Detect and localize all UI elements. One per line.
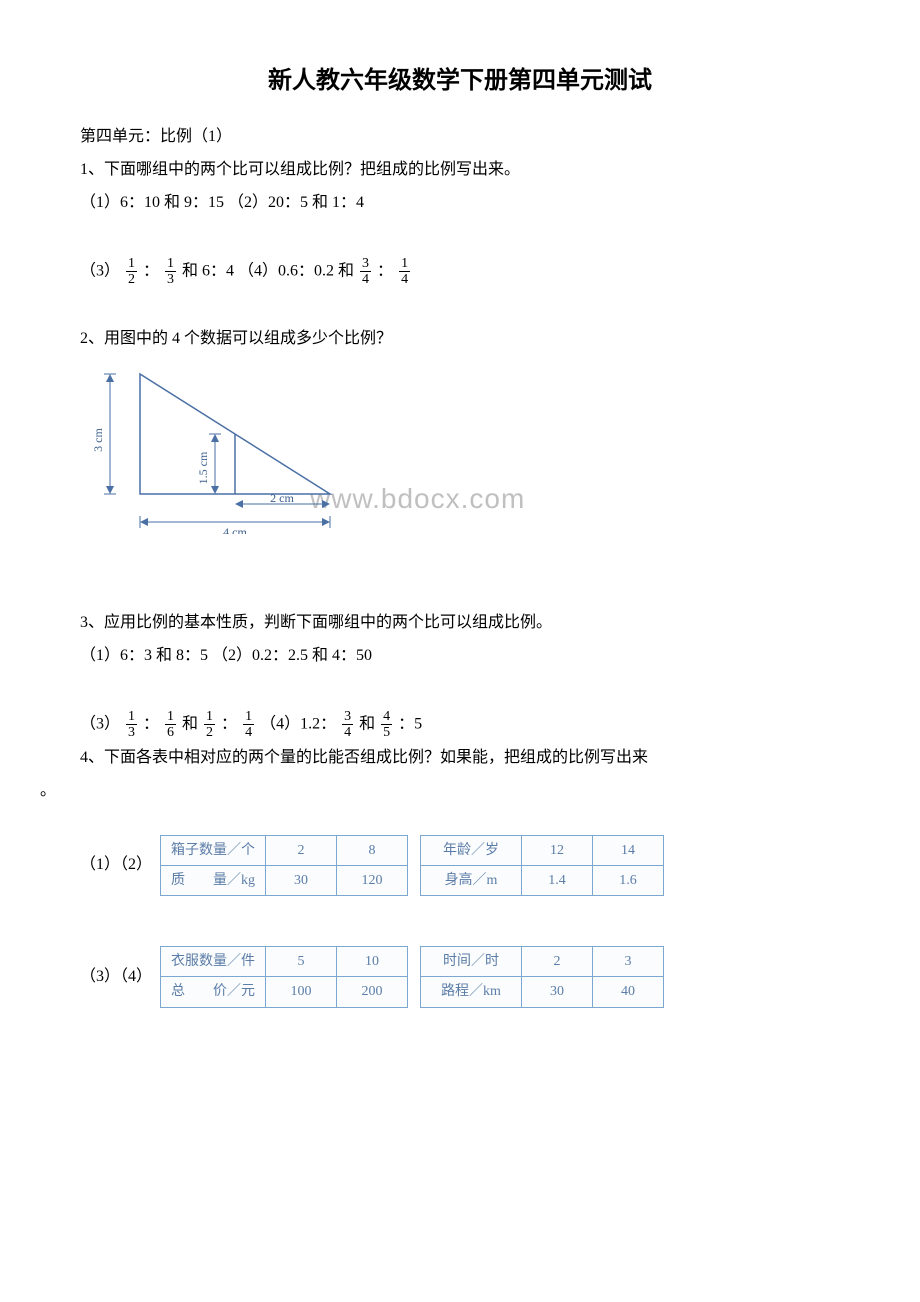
frac-3-4b: 34 [342, 709, 353, 741]
q1-p3-mid: 和 6：4 （4）0.6：0.2 和 [182, 262, 354, 279]
q4-dot: 。 [40, 777, 840, 806]
q1-p3-prefix: （3） [80, 262, 120, 279]
frac-1-4: 14 [399, 256, 410, 288]
table-4: 时间／时23 路程／km3040 [420, 946, 664, 1007]
frac-1-2b: 12 [204, 709, 215, 741]
label-3cm: 3 cm [91, 428, 105, 452]
q3-p3-mid: （4）1.2： [260, 715, 336, 732]
colon: ： [377, 262, 393, 279]
table-1: 箱子数量／个28 质 量／kg30120 [160, 835, 408, 896]
q3-part3: （3） 13 ： 16 和 12 ： 14 （4）1.2： 34 和 45 ：5 [80, 709, 840, 741]
he: 和 [359, 715, 375, 732]
frac-4-5: 45 [381, 709, 392, 741]
triangle-diagram: 3 cm 1.5 cm 2 cm 4 cm www.bdocx.com [80, 364, 840, 545]
frac-1-6: 16 [165, 709, 176, 741]
table-2: 年龄／岁1214 身高／m1.41.6 [420, 835, 664, 896]
page-title: 新人教六年级数学下册第四单元测试 [80, 60, 840, 103]
frac-1-2: 12 [126, 256, 137, 288]
subtitle: 第四单元：比例（1） [80, 123, 840, 152]
q1-stem: 1、下面哪组中的两个比可以组成比例？把组成的比例写出来。 [80, 156, 840, 185]
q3-p3-prefix: （3） [80, 715, 120, 732]
label-4cm: 4 cm [223, 525, 247, 534]
frac-1-4b: 14 [243, 709, 254, 741]
q4-stem: 4、下面各表中相对应的两个量的比能否组成比例？如果能，把组成的比例写出来 [80, 744, 840, 773]
frac-1-3: 13 [165, 256, 176, 288]
frac-3-4: 34 [360, 256, 371, 288]
row1-label: （1）（2） [80, 851, 152, 880]
label-1-5cm: 1.5 cm [196, 451, 210, 484]
colon: ： [221, 715, 237, 732]
q1-part3: （3） 12 ： 13 和 6：4 （4）0.6：0.2 和 34 ： 14 [80, 256, 840, 288]
table-3: 衣服数量／件510 总 价／元100200 [160, 946, 408, 1007]
q1-part1: （1）6：10 和 9：15 （2）20：5 和 1：4 [80, 189, 840, 218]
q3-part1: （1）6：3 和 8：5 （2）0.2：2.5 和 4：50 [80, 642, 840, 671]
tables-row-2: （3）（4） 衣服数量／件510 总 价／元100200 时间／时23 路程／k… [80, 946, 840, 1007]
frac-1-3b: 13 [126, 709, 137, 741]
colon: ： [143, 715, 159, 732]
q3-tail: ：5 [398, 715, 422, 732]
q2-stem: 2、用图中的 4 个数据可以组成多少个比例？ [80, 325, 840, 354]
q3-stem: 3、应用比例的基本性质，判断下面哪组中的两个比可以组成比例。 [80, 609, 840, 638]
colon: ： [143, 262, 159, 279]
tables-row-1: （1）（2） 箱子数量／个28 质 量／kg30120 年龄／岁1214 身高／… [80, 835, 840, 896]
row2-label: （3）（4） [80, 963, 152, 992]
he: 和 [182, 715, 198, 732]
label-2cm: 2 cm [270, 491, 294, 505]
